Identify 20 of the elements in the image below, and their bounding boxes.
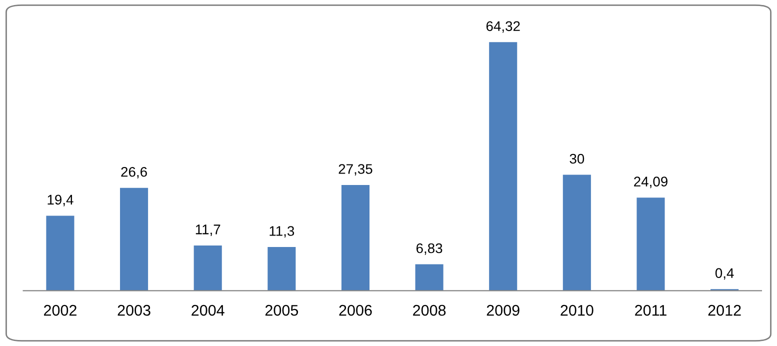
data-label: 6,83 [416, 243, 442, 255]
x-tick-label: 2011 [635, 304, 666, 316]
x-tick-label: 2006 [339, 304, 372, 316]
data-label: 24,09 [634, 176, 668, 188]
data-label: 0,4 [715, 268, 734, 280]
data-label: 64,32 [486, 21, 520, 33]
x-tick-label: 2009 [486, 304, 520, 316]
x-tick-label: 2002 [44, 304, 76, 316]
data-label: 19,4 [48, 194, 74, 206]
x-tick-label: 2010 [560, 304, 594, 316]
data-label: 26,6 [121, 166, 147, 178]
x-tick-label: 2008 [413, 304, 446, 316]
x-tick-label: 2004 [192, 304, 224, 316]
x-tick-label: 2005 [265, 304, 298, 316]
x-tick-label: 2012 [708, 304, 741, 316]
data-label: 30 [570, 154, 584, 164]
data-label: 11,3 [270, 226, 294, 238]
data-label: 11,7 [196, 224, 220, 236]
x-tick-label: 2003 [118, 304, 150, 316]
data-label: 27,35 [338, 164, 372, 176]
